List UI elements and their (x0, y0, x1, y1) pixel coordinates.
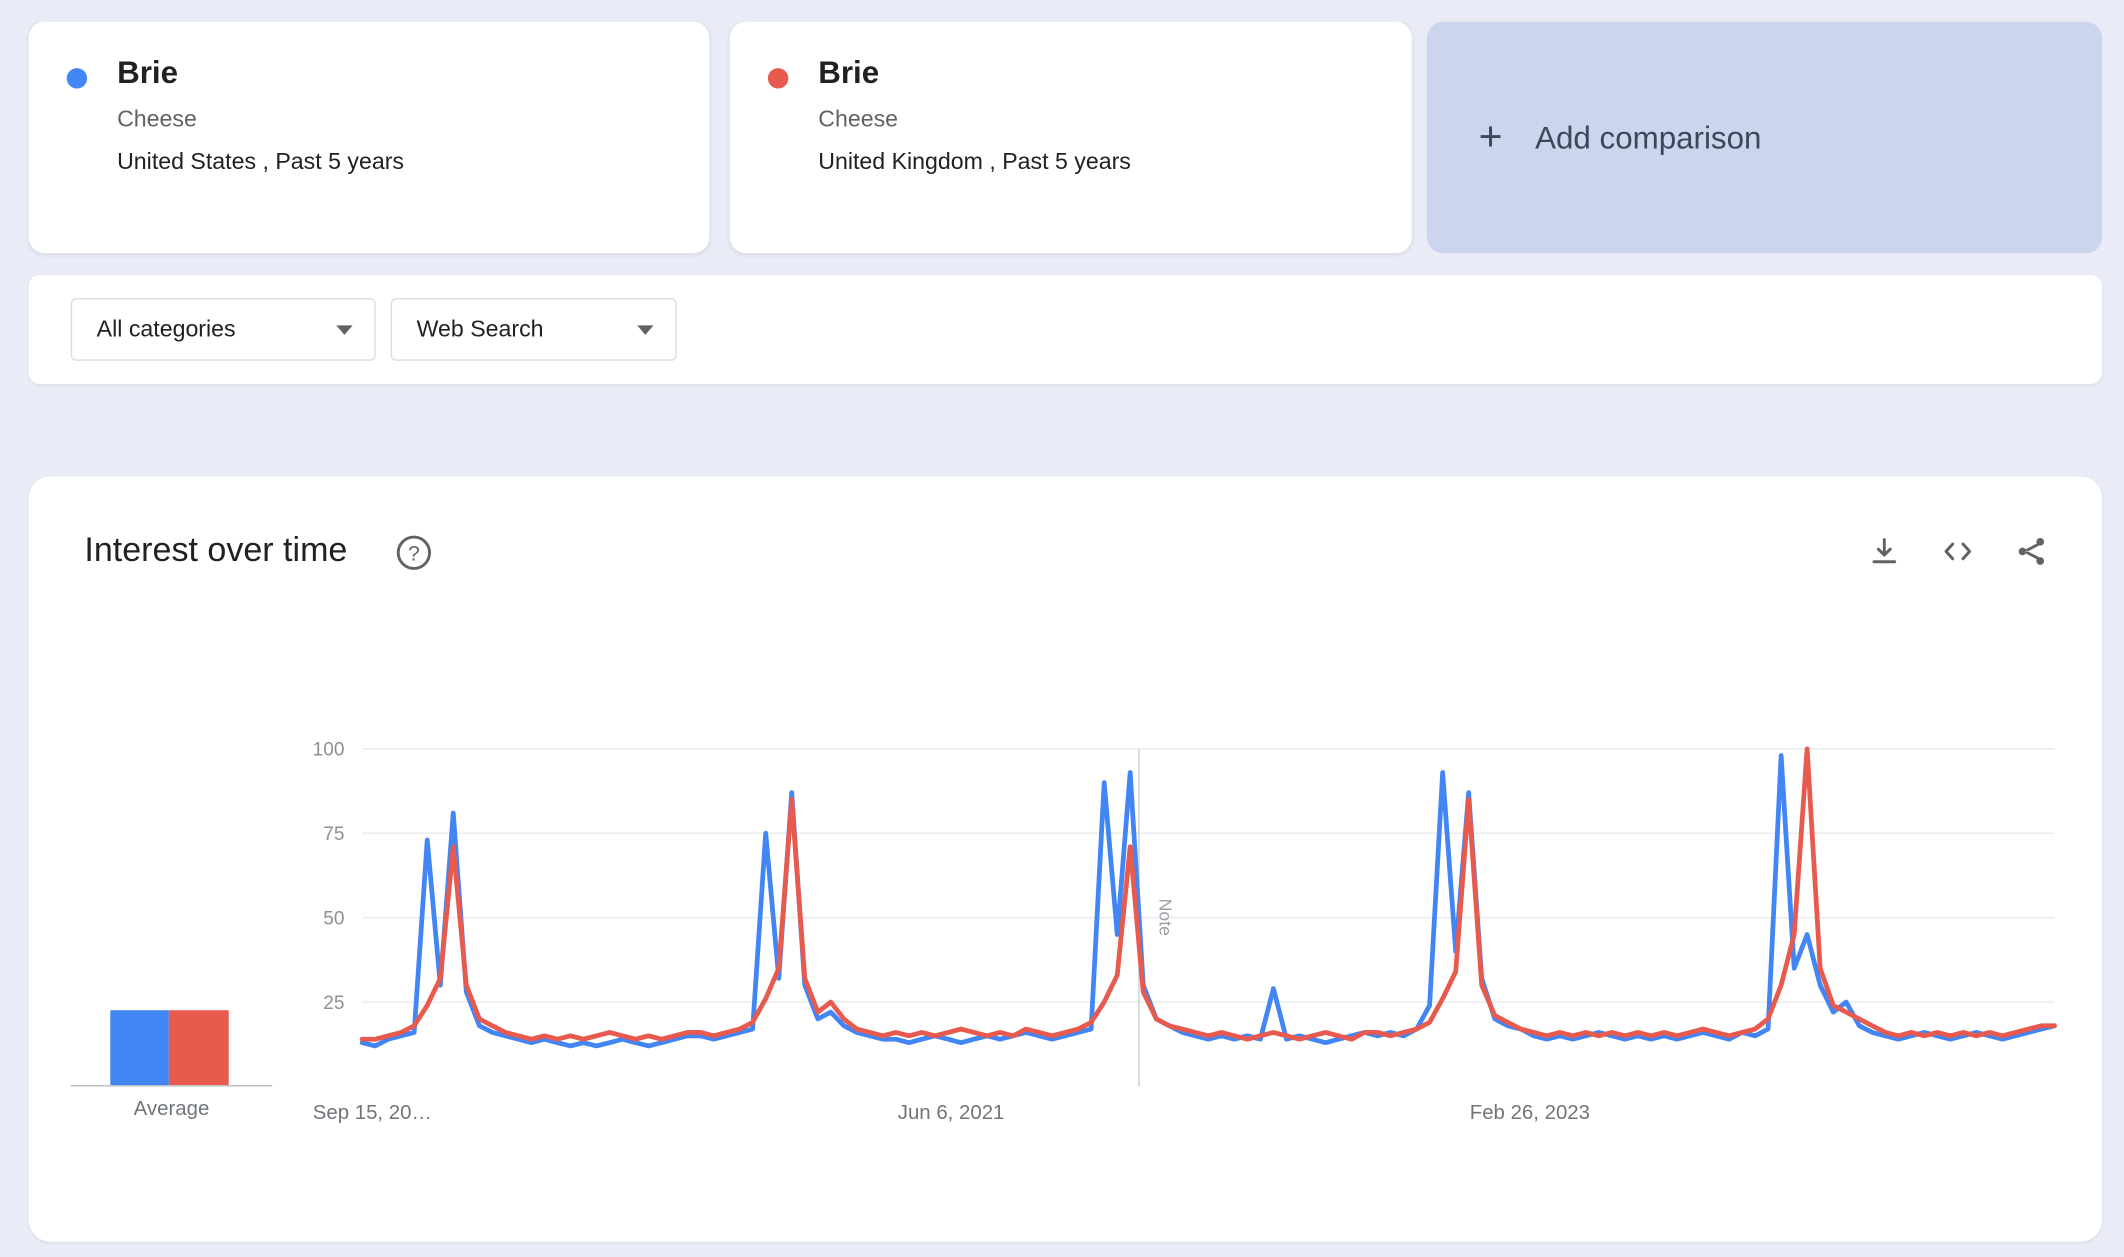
series-color-dot-us (66, 68, 88, 89)
chevron-down-icon (637, 324, 654, 335)
term-type: Cheese (117, 106, 197, 133)
term-card-united-states[interactable]: Brie Cheese United States , Past 5 years (28, 21, 710, 254)
category-filter-dropdown[interactable]: All categories (70, 298, 376, 361)
category-filter-value: All categories (96, 315, 236, 342)
average-bar-us (110, 1010, 169, 1086)
trend-line-us (359, 753, 2057, 1049)
term-scope: United States , Past 5 years (117, 148, 404, 175)
series-color-dot-uk (767, 68, 789, 89)
filter-bar: All categories Web Search (28, 275, 2103, 384)
search-type-filter-dropdown[interactable]: Web Search (390, 298, 677, 361)
add-comparison-button[interactable]: + Add comparison (1426, 21, 2103, 254)
plus-icon: + (1478, 114, 1503, 160)
term-card-united-kingdom[interactable]: Brie Cheese United Kingdom , Past 5 year… (729, 21, 1412, 254)
svg-text:?: ? (408, 541, 420, 565)
embed-code-icon[interactable] (1935, 528, 1981, 574)
interest-chart[interactable]: 25 50 75 100 Note Sep 15, 20… Jun 6, 2021 Feb 2… (274, 694, 2071, 1143)
average-label: Average (133, 1097, 210, 1121)
term-scope: United Kingdom , Past 5 years (818, 148, 1131, 175)
add-comparison-label: Add comparison (1535, 119, 1762, 155)
x-axis-tick-label: Feb 26, 2023 (1470, 1102, 1590, 1124)
term-title: Brie (117, 54, 179, 90)
interest-over-time-card: Interest over time ? (28, 476, 2103, 1242)
chart-title: Interest over time (84, 530, 348, 570)
help-icon[interactable]: ? (393, 532, 434, 573)
term-title: Brie (818, 54, 880, 90)
y-axis-tick-label: 50 (323, 908, 344, 929)
x-axis-tick-label: Sep 15, 20… (313, 1102, 432, 1124)
x-axis-tick-label: Jun 6, 2021 (898, 1102, 1005, 1124)
chevron-down-icon (336, 324, 353, 335)
search-type-filter-value: Web Search (416, 315, 544, 342)
average-bars (71, 747, 273, 1086)
average-axis-line (70, 1085, 273, 1087)
term-type: Cheese (818, 106, 899, 133)
share-icon[interactable] (2008, 528, 2054, 574)
y-axis-tick-label: 75 (323, 824, 344, 845)
note-marker-label[interactable]: Note (1155, 899, 1175, 937)
trend-line-uk (359, 746, 2057, 1042)
average-bar-uk (168, 1010, 229, 1086)
y-axis-tick-label: 25 (323, 993, 344, 1014)
y-axis-tick-label: 100 (313, 740, 345, 761)
download-icon[interactable] (1861, 528, 1907, 574)
